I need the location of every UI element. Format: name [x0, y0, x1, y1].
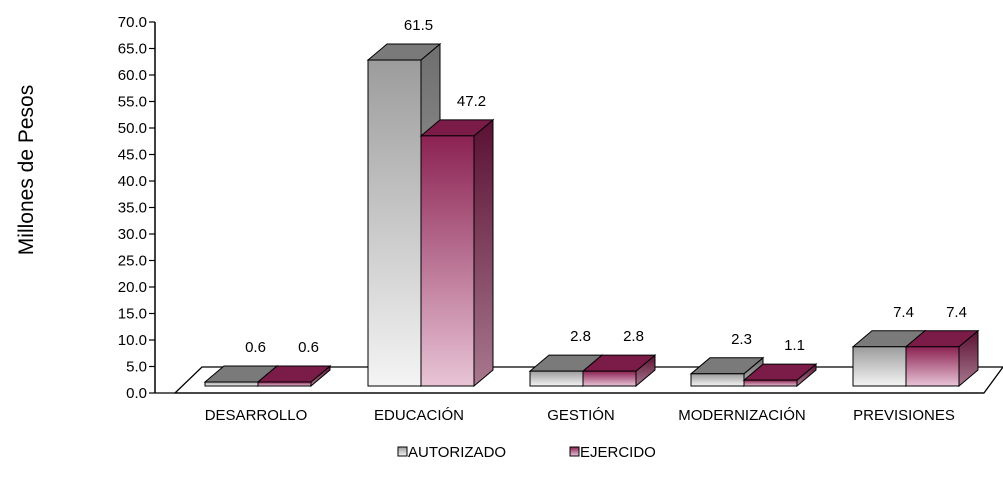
y-tick-label: 0.0 [126, 385, 147, 402]
bar-front [905, 346, 960, 387]
data-labels: 0.6 0.6 61.5 47.2 2.8 2.8 2.3 1.1 7.4 7.4 [245, 17, 967, 356]
y-axis: 0.0 5.0 10.0 15.0 20.0 25.0 30.0 35.0 40.0 45.0 50… [118, 14, 156, 402]
bar-previsiones-ejercido [904, 329, 980, 388]
y-tick-label: 40.0 [118, 173, 147, 190]
legend-swatch [397, 446, 408, 457]
y-tick-label: 50.0 [118, 120, 147, 137]
y-tick-label: 55.0 [118, 94, 147, 111]
legend: AUTORIZADO EJERCIDO [397, 444, 656, 461]
legend-item-ejercido: EJERCIDO [569, 444, 656, 461]
y-tick-label: 15.0 [118, 306, 147, 323]
data-label: 61.5 [404, 17, 433, 34]
y-tick-label: 60.0 [118, 67, 147, 84]
bar-desarrollo-ejercido [256, 364, 332, 388]
data-label: 47.2 [457, 93, 486, 110]
data-label: 2.3 [731, 331, 752, 348]
y-tick-label: 20.0 [118, 279, 147, 296]
y-tick-label: 45.0 [118, 147, 147, 164]
category-label: DESARROLLO [205, 407, 308, 424]
bar-front [367, 59, 422, 387]
bar-front [743, 379, 798, 387]
data-label: 0.6 [245, 339, 266, 356]
data-label: 2.8 [570, 328, 591, 345]
y-tick-label: 30.0 [118, 226, 147, 243]
data-label: 1.1 [784, 337, 805, 354]
data-label: 7.4 [893, 304, 914, 321]
y-tick-label: 25.0 [118, 253, 147, 270]
bar-front [420, 135, 475, 387]
y-tick-label: 65.0 [118, 41, 147, 58]
y-tick-label: 35.0 [118, 200, 147, 217]
bar-gestión-ejercido [581, 354, 657, 388]
bar-modernización-ejercido [742, 363, 818, 388]
y-axis-title: Millones de Pesos [15, 85, 38, 255]
y-tick-label: 5.0 [126, 359, 147, 376]
bar-side [473, 118, 494, 388]
category-label: EDUCACIÓN [374, 407, 464, 424]
bar-front [852, 346, 907, 387]
data-label: 0.6 [298, 339, 319, 356]
bar-front [204, 381, 259, 387]
data-label: 2.8 [623, 328, 644, 345]
legend-label: AUTORIZADO [408, 444, 506, 461]
y-tick-label: 10.0 [118, 332, 147, 349]
bar-front [529, 370, 584, 387]
y-tick-label: 70.0 [118, 14, 147, 31]
bar-front [690, 373, 745, 387]
category-labels: DESARROLLO EDUCACIÓN GESTIÓN MODERNIZACIÓN P… [205, 407, 955, 424]
category-label: MODERNIZACIÓN [678, 407, 806, 424]
category-label: GESTIÓN [547, 407, 615, 424]
legend-swatch [569, 446, 580, 457]
bars [203, 42, 980, 388]
bar-educación-ejercido [419, 118, 495, 388]
bar-front [582, 370, 637, 387]
legend-label: EJERCIDO [580, 444, 656, 461]
data-label: 7.4 [946, 304, 967, 321]
category-label: PREVISIONES [853, 407, 955, 424]
legend-item-autorizado: AUTORIZADO [397, 444, 506, 461]
bar-front [257, 381, 312, 387]
